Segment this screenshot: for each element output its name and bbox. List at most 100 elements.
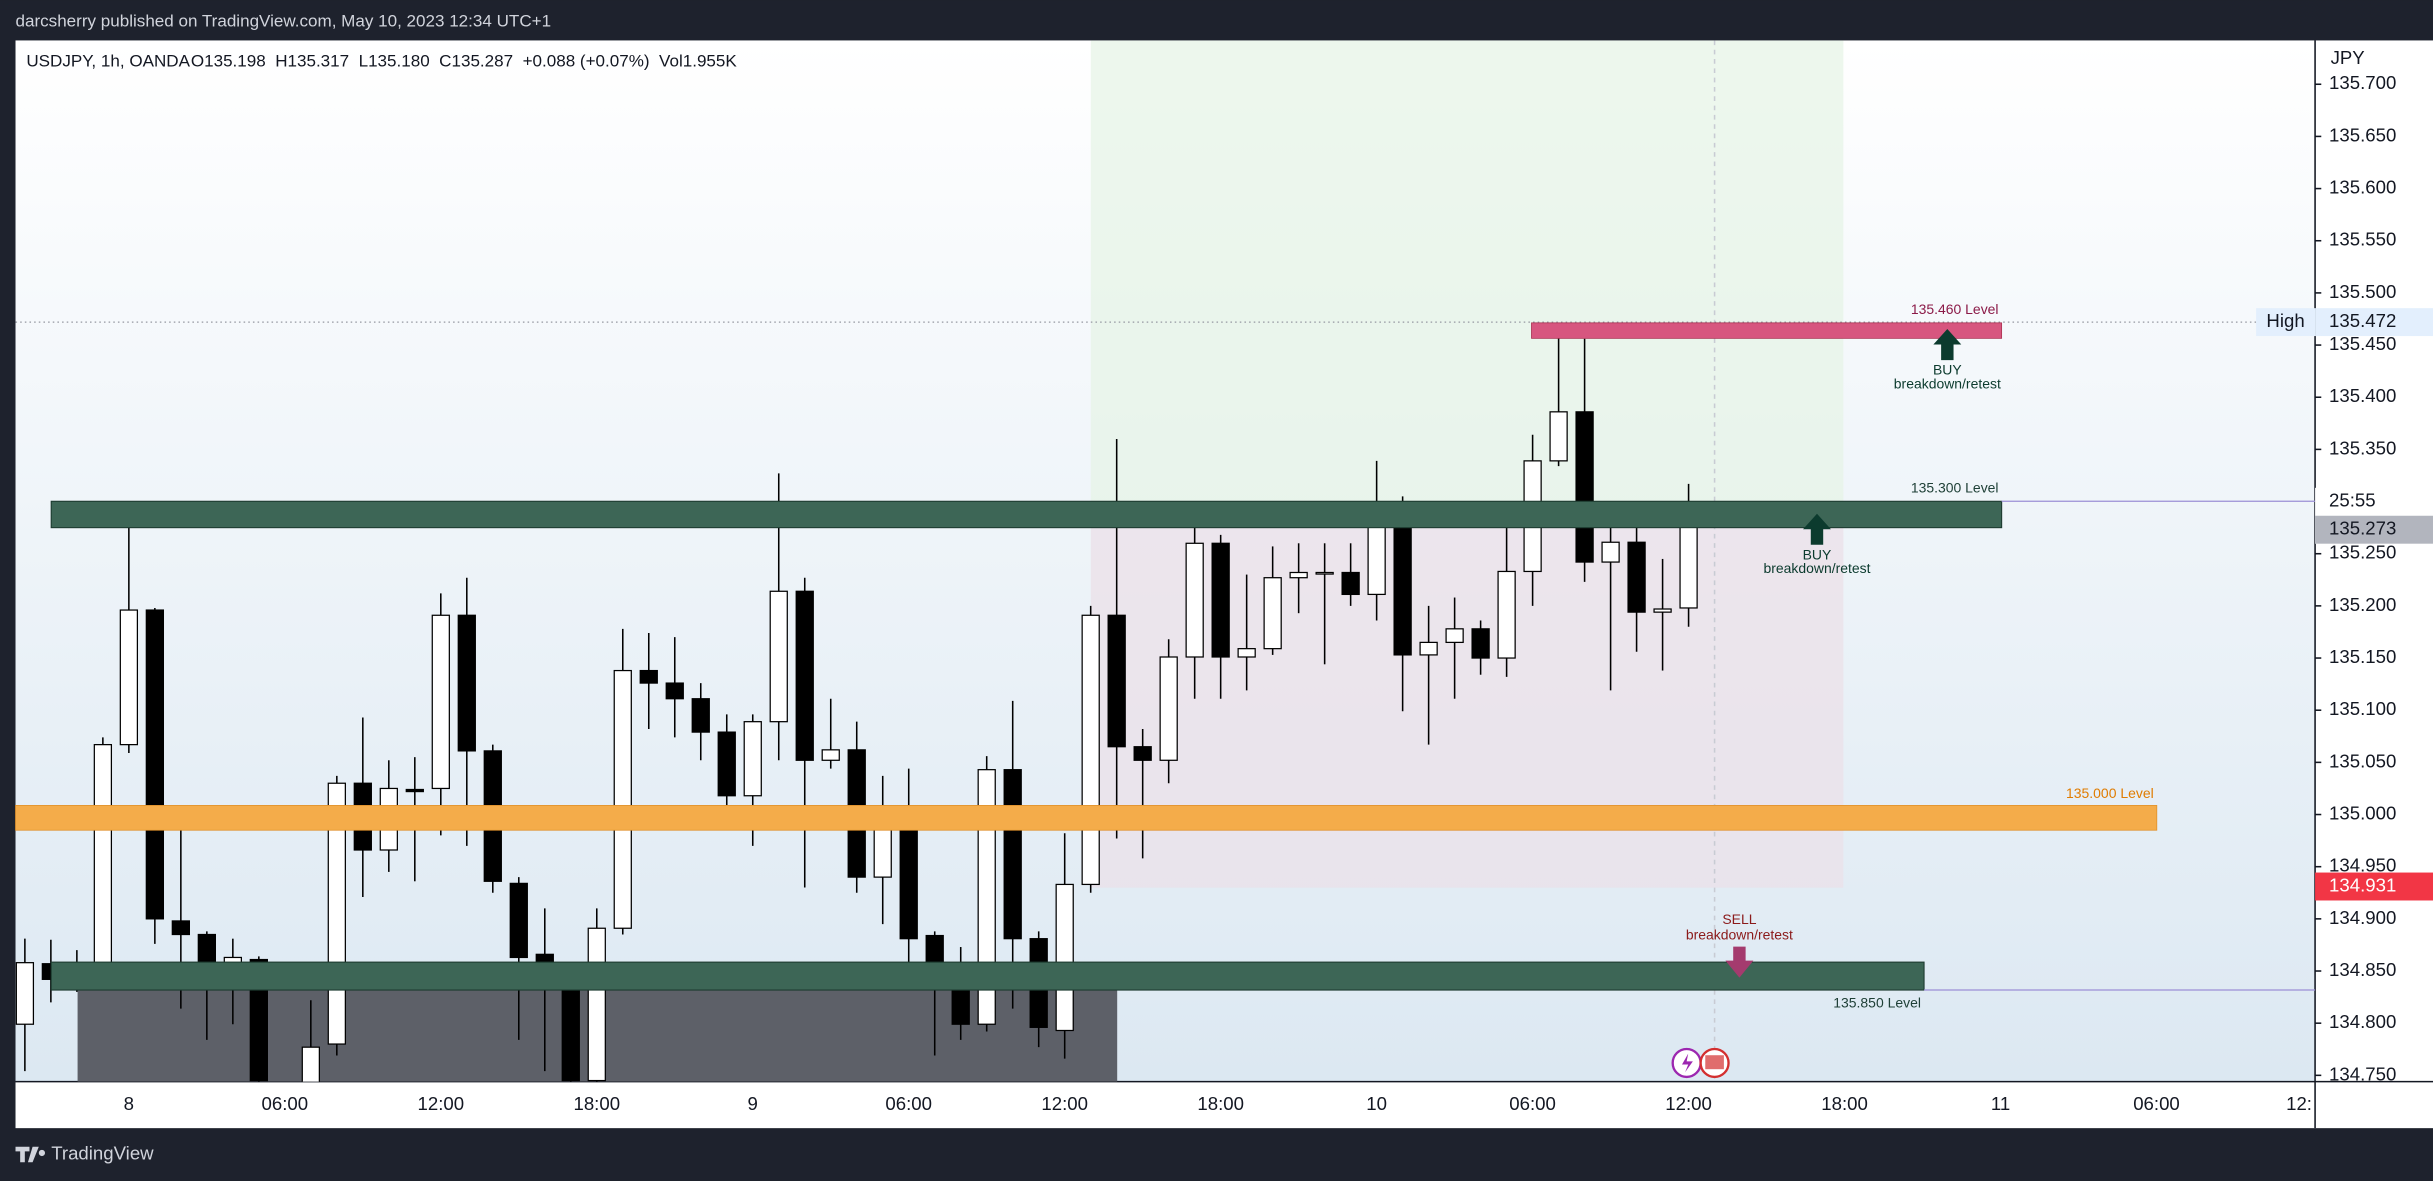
time-axis (15, 1081, 2316, 1129)
y-tick-label: 135.700 (2329, 72, 2396, 93)
buy-arrow (1933, 329, 1962, 361)
candle-body (1575, 411, 1594, 563)
price-tag-label: 135.472 (2329, 310, 2396, 331)
y-tick-label: 135.650 (2329, 124, 2396, 145)
x-tick-label: 06:00 (2133, 1093, 2180, 1114)
y-tick-label: 134.750 (2329, 1063, 2396, 1084)
level-label: 135.000 Level (2066, 785, 2154, 801)
candle-body (1419, 641, 1438, 656)
candle-body (301, 1046, 320, 1082)
y-tick-label: 135.050 (2329, 750, 2396, 771)
y-tick-label: 135.200 (2329, 594, 2396, 615)
candle-body (821, 749, 840, 761)
candle-body (1445, 628, 1464, 644)
x-tick-label: 12: (2286, 1093, 2312, 1114)
y-tick-label: 135.000 (2329, 802, 2396, 823)
candle-body (1081, 614, 1100, 886)
y-tick-label: 134.800 (2329, 1011, 2396, 1032)
candle-body (951, 988, 970, 1025)
price-tag (2315, 872, 2433, 901)
annotation: breakdown/retest (1686, 926, 1793, 942)
candle-body (1263, 577, 1282, 650)
candle-body (1341, 571, 1360, 596)
level-box (15, 805, 2158, 831)
level-box (50, 961, 1925, 991)
y-tick-label: 135.250 (2329, 542, 2396, 563)
countdown: 25:55 (2329, 490, 2376, 511)
sell-arrow (1725, 946, 1754, 978)
candle-body (1497, 570, 1516, 659)
x-tick-label: 12:00 (1665, 1093, 1712, 1114)
candle-body (587, 927, 606, 1082)
annotation: breakdown/retest (1894, 376, 2001, 392)
price-tag-label: 135.273 (2329, 518, 2396, 539)
x-tick-label: 06:00 (262, 1093, 309, 1114)
candle-body (717, 731, 736, 797)
drawings: 135.460 Level 135.300 Level 135.000 Leve… (15, 301, 2316, 1079)
annotation: BUY (1803, 546, 1832, 562)
candle-body (1627, 541, 1646, 613)
candle-body (1289, 571, 1308, 579)
candle-body (171, 920, 191, 936)
candle-body (1549, 411, 1568, 462)
candle-body (769, 590, 788, 723)
candle-body (119, 609, 139, 746)
x-tick-label: 10 (1366, 1093, 1387, 1114)
brand-logo (15, 1146, 46, 1163)
candle-body (1653, 608, 1672, 613)
level-label: 135.850 Level (1833, 995, 1921, 1011)
candle-body (457, 614, 476, 752)
tag-note: High (2266, 310, 2304, 331)
candle-body (691, 698, 710, 733)
y-tick-label: 134.850 (2329, 959, 2396, 980)
candle-body (1159, 656, 1178, 761)
candle-body (145, 609, 165, 920)
candle-body (1211, 542, 1230, 658)
candle-body (1601, 541, 1620, 563)
price-tag-box (2315, 515, 2433, 544)
y-tick-label: 135.450 (2329, 333, 2396, 354)
candle-body (15, 962, 35, 1025)
x-tick-label: 9 (748, 1093, 758, 1114)
x-tick-label: 11 (1991, 1093, 2010, 1114)
y-tick-label: 135.100 (2329, 698, 2396, 719)
x-tick-label: 12:00 (1041, 1093, 1088, 1114)
candle-body (639, 669, 658, 684)
annotation: SELL (1722, 911, 1756, 927)
currency-label: JPY (2331, 47, 2365, 68)
level-box (1531, 322, 2003, 339)
candle-body (743, 721, 762, 797)
candle-body (1107, 614, 1126, 748)
y-tick-label: 135.500 (2329, 281, 2396, 302)
candle-body (1471, 628, 1490, 659)
brand-name: TradingView (51, 1142, 154, 1163)
buy-arrow (1803, 513, 1831, 545)
x-tick-label: 18:00 (1197, 1093, 1244, 1114)
y-tick-label: 135.550 (2329, 229, 2396, 250)
x-tick-label: 06:00 (1509, 1093, 1556, 1114)
event-icon-glyph (1681, 1053, 1693, 1073)
x-tick-label: 06:00 (885, 1093, 932, 1114)
candle-body (1237, 648, 1256, 658)
candle-body (1679, 514, 1698, 609)
candle-body (561, 989, 580, 1082)
price-axis (2315, 40, 2433, 1129)
candle-body (977, 769, 996, 1025)
y-tick-label: 134.950 (2329, 855, 2396, 876)
x-tick-label: 12:00 (418, 1093, 465, 1114)
level-box (50, 500, 2003, 529)
candle-body (1315, 571, 1334, 575)
y-tick-label: 134.900 (2329, 907, 2396, 928)
x-tick-label: 18:00 (1821, 1093, 1868, 1114)
price-tag (2315, 308, 2433, 337)
candle-body (1055, 883, 1074, 1032)
candle-body (509, 882, 528, 959)
event-icon-glyph (1705, 1055, 1724, 1070)
level-label: 135.300 Level (1911, 480, 1999, 496)
candle-body (1133, 746, 1152, 761)
tag-note-box (2256, 308, 2316, 337)
profit-zone (1090, 40, 1844, 528)
candle-body (795, 590, 814, 761)
